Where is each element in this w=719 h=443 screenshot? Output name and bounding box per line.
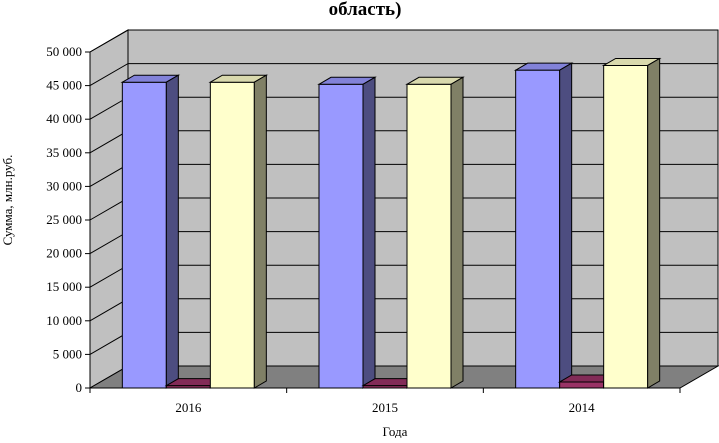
y-tick-label: 0 (76, 380, 83, 395)
bar-front (318, 83, 364, 389)
bar (405, 76, 465, 389)
y-tick-label: 15 000 (46, 279, 82, 294)
y-tick-label: 35 000 (46, 145, 82, 160)
y-tick-label: 50 000 (46, 44, 82, 59)
x-tick-label: 2014 (569, 400, 596, 415)
y-tick-label: 40 000 (46, 111, 82, 126)
bar (120, 74, 181, 389)
bar-side (253, 74, 267, 389)
bar (601, 57, 662, 389)
y-tick-label: 30 000 (46, 178, 82, 193)
bar-front (121, 81, 167, 389)
chart-title: область) (329, 0, 402, 20)
y-tick-labels: 0 5 000 10 000 15 000 20 000 25 000 30 000 35 0… (46, 44, 82, 395)
y-tick-label: 25 000 (46, 212, 82, 227)
y-axis-label: Сумма, млн.руб. (0, 155, 15, 246)
bar-side (559, 62, 573, 389)
gridline (89, 29, 718, 53)
bars (120, 57, 662, 389)
bar-front (559, 381, 605, 389)
bar (317, 76, 377, 389)
bar (208, 74, 269, 389)
x-axis-label: Года (383, 424, 408, 438)
bar-side (165, 74, 179, 389)
y-tick-label: 45 000 (46, 78, 82, 93)
bar (513, 62, 574, 389)
gridline (89, 63, 718, 87)
y-tick-label: 20 000 (46, 246, 82, 261)
bar-side (450, 76, 464, 389)
bar-front (515, 69, 561, 389)
bar-side (647, 57, 661, 389)
x-tick-label: 2016 (175, 400, 202, 415)
x-tick-labels: 2016 2015 2014 (175, 400, 595, 415)
y-tick-label: 5 000 (53, 346, 82, 361)
x-tick-label: 2015 (372, 400, 398, 415)
bar-front (209, 81, 255, 389)
bar-front (603, 64, 649, 389)
bar-front (406, 83, 452, 389)
bar-side (362, 76, 376, 389)
y-tick-label: 10 000 (46, 313, 82, 328)
